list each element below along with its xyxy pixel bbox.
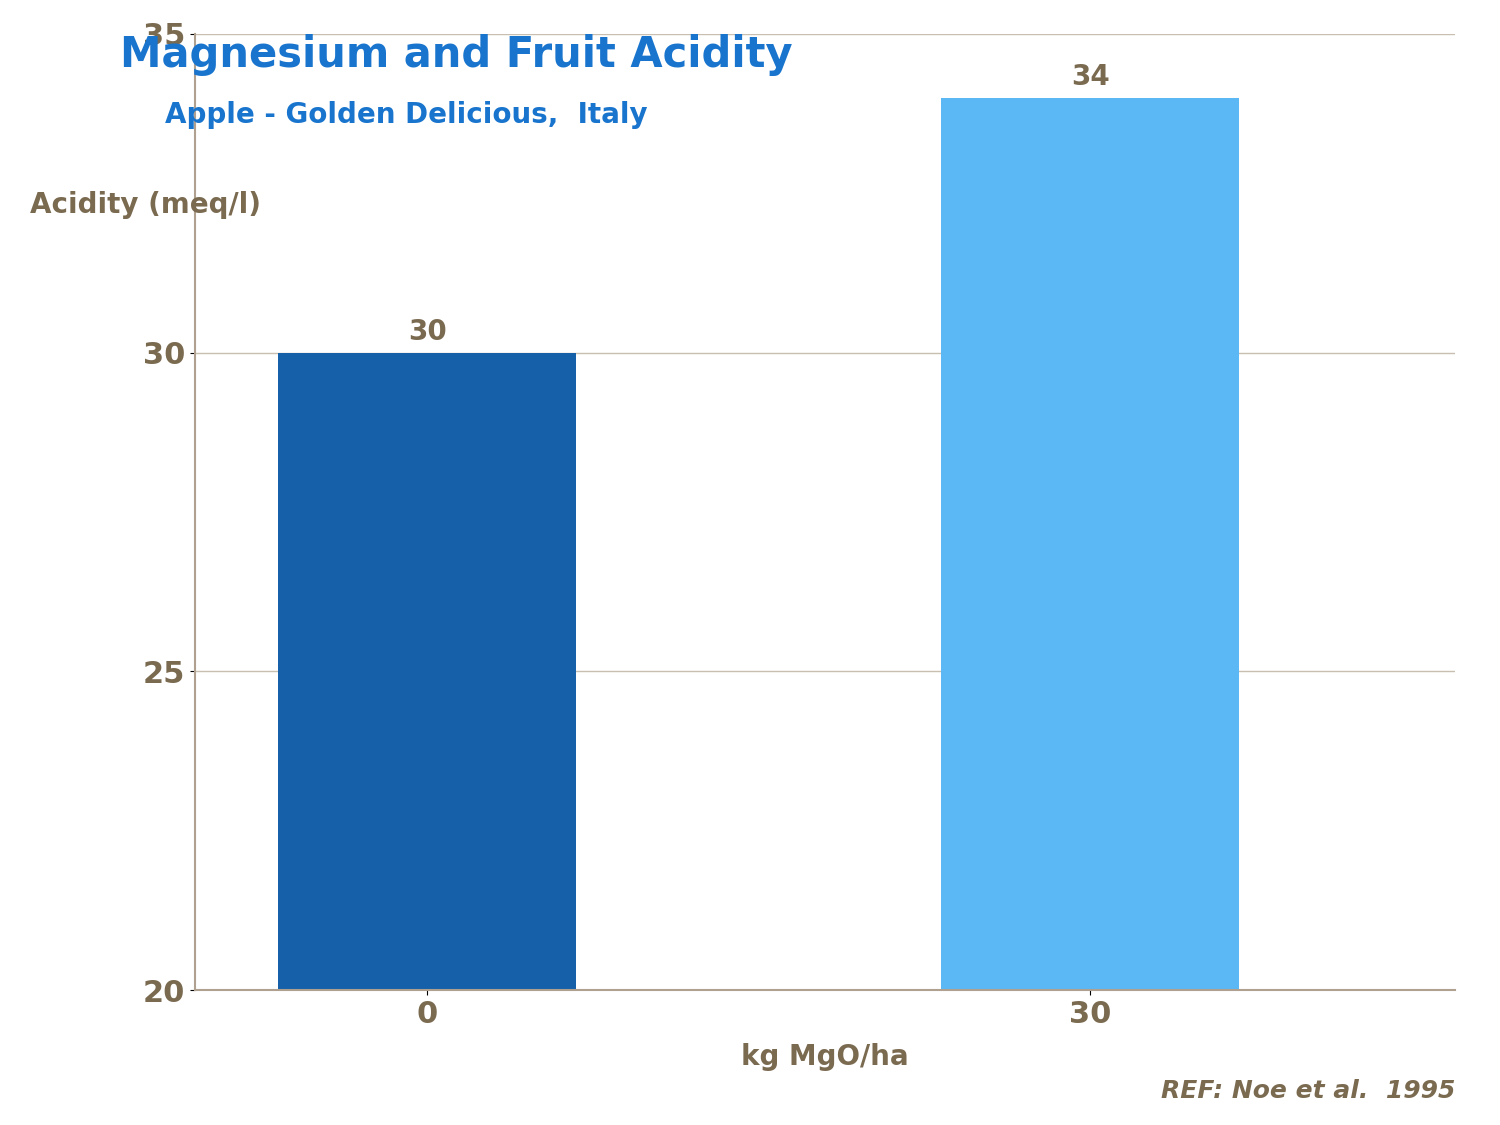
Text: 34: 34 [1071, 63, 1110, 91]
Text: Acidity (meq/l): Acidity (meq/l) [30, 191, 261, 219]
Text: REF: Noe et al.  1995: REF: Noe et al. 1995 [1161, 1079, 1455, 1102]
Text: 30: 30 [408, 318, 447, 346]
Text: Magnesium and Fruit Acidity: Magnesium and Fruit Acidity [120, 34, 792, 75]
Bar [940, 98, 1239, 990]
Text: Apple - Golden Delicious,  Italy: Apple - Golden Delicious, Italy [165, 101, 648, 129]
X-axis label: kg MgO/ha: kg MgO/ha [741, 1043, 909, 1071]
Bar [278, 352, 576, 990]
